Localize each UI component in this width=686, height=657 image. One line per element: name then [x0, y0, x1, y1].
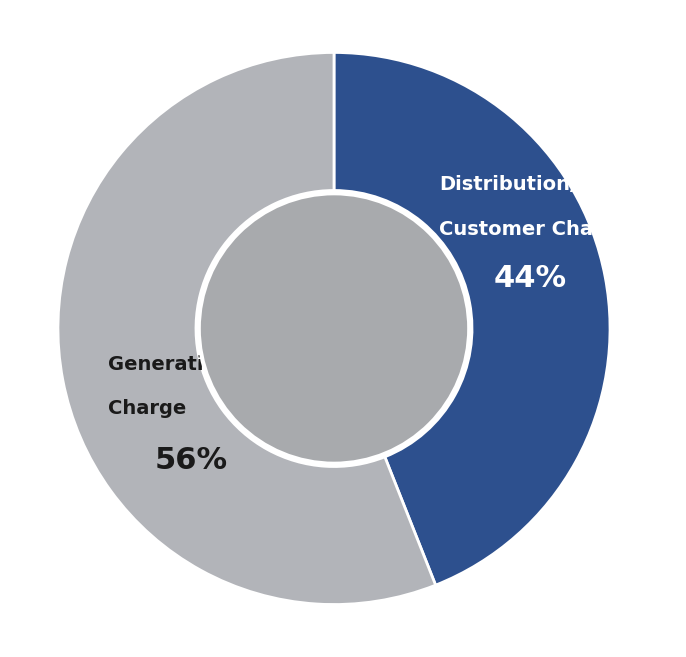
Text: 44%: 44% — [494, 264, 567, 293]
Wedge shape — [334, 53, 610, 585]
Text: Distribution/: Distribution/ — [439, 175, 577, 194]
Text: Generation: Generation — [108, 355, 230, 374]
Text: Charge: Charge — [108, 399, 186, 418]
Wedge shape — [58, 53, 436, 604]
Circle shape — [199, 193, 469, 464]
Text: 56%: 56% — [154, 447, 228, 476]
Text: Customer Charges: Customer Charges — [439, 219, 641, 238]
